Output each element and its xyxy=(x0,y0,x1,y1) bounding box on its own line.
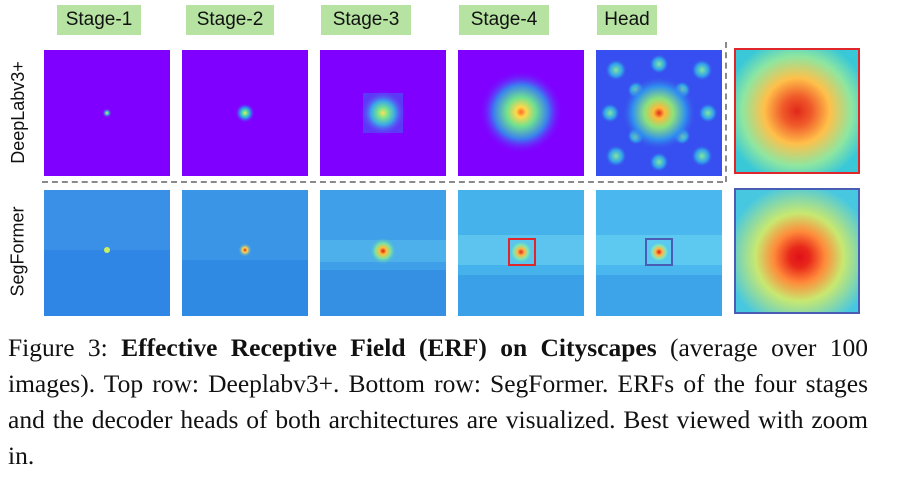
erf-segformer-stage-2 xyxy=(182,190,308,316)
tab-stage-2: Stage-2 xyxy=(186,5,274,35)
erf-segformer-stage-3 xyxy=(320,190,446,316)
erf-segformer-head xyxy=(596,190,722,316)
row-divider xyxy=(42,181,723,183)
column-divider xyxy=(725,42,727,182)
erf-deeplab-stage-3 xyxy=(320,50,446,176)
row-label-segformer: SegFormer xyxy=(3,188,33,314)
erf-deeplab-head xyxy=(596,50,722,176)
row-label-segformer-text: SegFormer xyxy=(7,205,28,297)
erf-deeplab-stage-1 xyxy=(44,50,170,176)
row-label-deeplab-text: DeepLabv3+ xyxy=(7,60,28,164)
figure-caption: Figure 3: Effective Receptive Field (ERF… xyxy=(8,330,868,474)
tab-stage-1: Stage-1 xyxy=(57,5,141,35)
erf-deeplab-stage-4 xyxy=(458,50,584,176)
tab-stage-3: Stage-3 xyxy=(321,5,411,35)
erf-segformer-stage-4 xyxy=(458,190,584,316)
zoom-panel-segformer xyxy=(734,188,860,314)
erf-segformer-stage-1 xyxy=(44,190,170,316)
zoom-marker-blue xyxy=(645,238,673,266)
tab-stage-4: Stage-4 xyxy=(459,5,549,35)
caption-bold-title: Effective Receptive Field (ERF) on Citys… xyxy=(121,333,657,362)
zoom-marker-red xyxy=(508,238,536,266)
caption-lead: Figure 3: xyxy=(8,333,122,362)
caption-body: (average over 100 images). Top row: Deep… xyxy=(8,333,868,470)
row-label-deeplab: DeepLabv3+ xyxy=(3,48,33,176)
erf-deeplab-stage-2 xyxy=(182,50,308,176)
tab-head: Head xyxy=(597,5,657,35)
zoom-panel-deeplab xyxy=(734,48,860,174)
